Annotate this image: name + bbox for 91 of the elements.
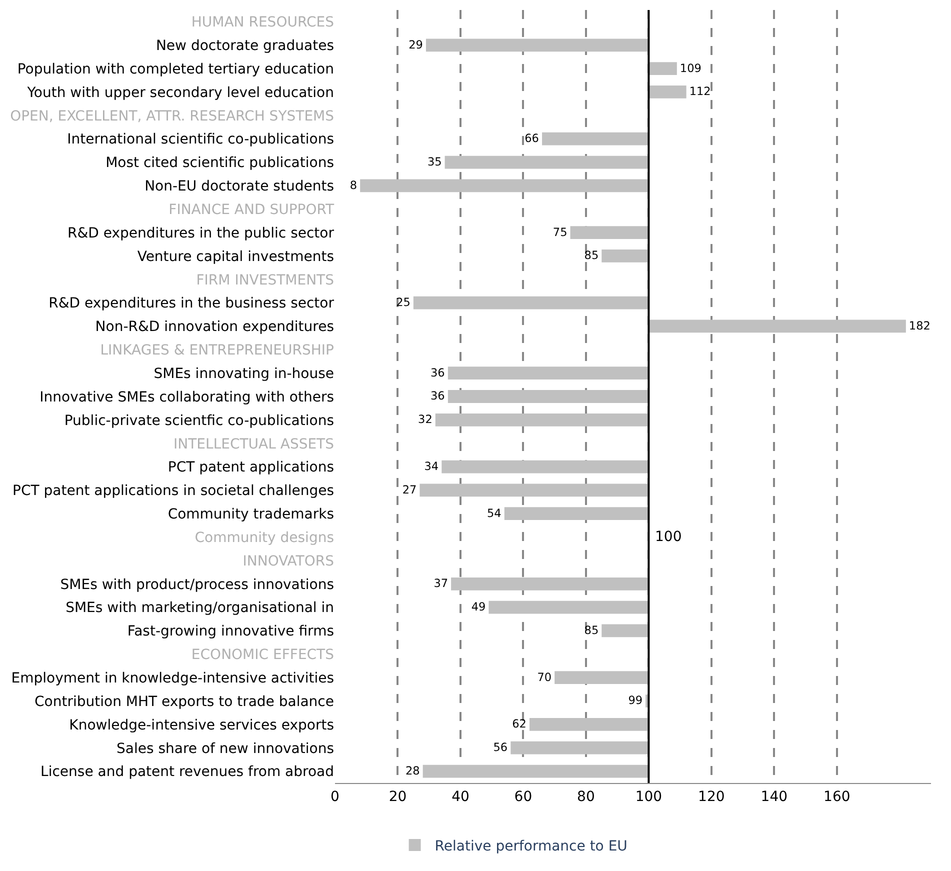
y-tick-label: Population with completed tertiary education [17,61,334,78]
y-tick-label: International scientific co-publications [67,132,334,148]
x-tick-label: 120 [698,788,725,805]
y-tick-label: Youth with upper secondary level education [26,84,334,101]
y-tick-label: HUMAN RESOURCES [191,14,334,31]
data-label: 29 [408,38,423,52]
y-tick-label: LINKAGES & ENTREPRENEURSHIP [100,342,334,359]
data-label: 85 [584,249,599,262]
y-tick-label: PCT patent applications in societal challenges [12,483,334,500]
y-tick-label: FIRM INVESTMENTS [196,272,334,288]
data-label: 28 [405,764,420,778]
data-label: 62 [512,718,526,731]
bar [360,179,649,192]
data-label: 49 [471,600,486,614]
y-tick-label: New doctorate graduates [156,38,334,54]
bar [451,577,649,590]
x-tick-label: 0 [330,788,340,805]
data-label: 54 [486,506,502,520]
bar [426,38,649,52]
data-label: 112 [689,85,711,98]
bar [648,62,677,75]
data-label: 109 [680,62,702,75]
data-label: 36 [430,366,445,380]
y-tick-label: Fast-growing innovative firms [127,624,334,640]
bar [648,86,686,98]
x-tick-label: 40 [452,788,470,805]
data-label: 32 [418,413,432,426]
y-tick-label: R&D expenditures in the public sector [68,225,334,242]
data-label: 8 [350,178,358,192]
data-label: 99 [628,694,643,708]
y-tick-label: INTELLECTUAL ASSETS [174,436,334,452]
data-label: 27 [402,483,417,496]
bar [648,320,906,333]
y-tick-label: Venture capital investments [137,248,334,265]
bar [444,156,649,169]
bar [442,460,649,474]
y-tick-label: Sales share of new innovations [116,740,334,757]
legend-label: Relative performance to EU [434,838,628,854]
y-tick-label: Most cited scientific publications [106,155,334,172]
data-label: 25 [396,296,410,310]
x-tick-label: 80 [577,788,595,805]
y-tick-label: Community designs [194,530,334,546]
y-tick-label: ECONOMIC EFFECTS [191,647,334,664]
x-tick-label: 140 [760,788,788,805]
data-label: 36 [430,390,445,403]
bar [554,671,649,684]
y-tick-label: Innovative SMEs collaborating with others [40,389,334,406]
y-tick-label: SMEs innovating in-house [154,366,334,382]
bar [504,507,649,520]
y-tick-label: SMEs with marketing/organisational in [66,600,334,616]
data-label: 56 [493,741,508,754]
bar [602,250,649,262]
bar [420,484,649,497]
y-tick-label: License and patent revenues from abroad [40,764,334,780]
bar [435,413,649,426]
data-label: 75 [552,226,568,239]
data-label: 35 [427,155,442,168]
y-tick-label: Employment in knowledge-intensive activities [11,670,334,686]
x-tick-label: 100 [635,788,662,805]
bar [542,132,649,146]
y-tick-label: R&D expenditures in the business sector [48,296,334,312]
bar [413,296,649,310]
bar [488,600,649,614]
y-tick-label: INNOVATORS [242,553,334,570]
bar [422,764,649,778]
bar [602,624,649,638]
y-tick-label: Public-private scientfic co-publications [64,412,334,429]
data-label: 182 [908,319,930,332]
bar [510,741,649,754]
y-tick-label: SMEs with product/process innovations [60,576,334,593]
y-tick-label: PCT patent applications [168,460,334,476]
data-label: 85 [584,624,599,637]
data-label: 70 [537,670,552,684]
data-label: 34 [424,460,439,473]
bar [570,226,649,239]
bar [529,718,649,731]
y-tick-label: Community trademarks [168,506,334,523]
y-tick-label: Contribution MHT exports to trade balance [34,694,334,710]
y-tick-label: FINANCE AND SUPPORT [168,202,334,218]
data-label: 37 [434,577,448,590]
data-label: 66 [524,132,539,146]
y-tick-label: Non-EU doctorate students [144,178,334,195]
y-tick-label: Non-R&D innovation expenditures [95,319,334,336]
y-tick-label: Knowledge-intensive services exports [69,717,334,734]
bar [448,390,649,403]
y-tick-label: OPEN, EXCELLENT, ATTR. RESEARCH SYSTEMS [10,108,334,124]
bar [448,366,649,380]
x-tick-label: 60 [514,788,532,805]
x-tick-label: 20 [388,788,407,805]
annotation: 100 [655,529,682,545]
x-tick-label: 160 [824,788,850,805]
